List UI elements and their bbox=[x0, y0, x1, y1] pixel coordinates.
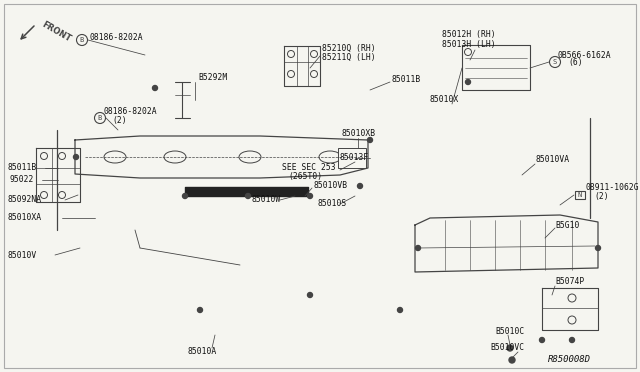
Text: B5292M: B5292M bbox=[198, 74, 227, 83]
Text: 95022: 95022 bbox=[10, 176, 35, 185]
Circle shape bbox=[358, 183, 362, 189]
Circle shape bbox=[507, 345, 513, 351]
Text: B: B bbox=[98, 115, 102, 121]
Text: 85010VB: 85010VB bbox=[314, 180, 348, 189]
Text: (6): (6) bbox=[568, 58, 582, 67]
Circle shape bbox=[198, 308, 202, 312]
Text: 85010VA: 85010VA bbox=[535, 155, 569, 164]
Circle shape bbox=[595, 246, 600, 250]
Text: 85011B: 85011B bbox=[392, 76, 421, 84]
Text: 0B566-6162A: 0B566-6162A bbox=[558, 51, 612, 60]
Circle shape bbox=[307, 292, 312, 298]
Text: (2): (2) bbox=[594, 192, 609, 202]
FancyBboxPatch shape bbox=[4, 4, 636, 368]
Circle shape bbox=[397, 308, 403, 312]
Text: 85012H (RH): 85012H (RH) bbox=[442, 31, 495, 39]
Circle shape bbox=[509, 357, 515, 363]
FancyBboxPatch shape bbox=[338, 148, 366, 168]
Circle shape bbox=[152, 86, 157, 90]
Text: 85010XB: 85010XB bbox=[342, 129, 376, 138]
Text: (265T0): (265T0) bbox=[288, 171, 322, 180]
Text: 85210Q (RH): 85210Q (RH) bbox=[322, 44, 376, 52]
Text: 85211Q (LH): 85211Q (LH) bbox=[322, 52, 376, 61]
Text: 85013F: 85013F bbox=[340, 154, 369, 163]
Text: R850008D: R850008D bbox=[548, 356, 591, 365]
Text: FRONT: FRONT bbox=[40, 20, 72, 44]
Text: 85010W: 85010W bbox=[252, 196, 281, 205]
Text: B5010VC: B5010VC bbox=[490, 343, 524, 353]
Circle shape bbox=[367, 138, 372, 142]
Text: 85010X: 85010X bbox=[430, 96, 460, 105]
Text: B5010C: B5010C bbox=[495, 327, 524, 337]
Text: S: S bbox=[553, 59, 557, 65]
Circle shape bbox=[465, 80, 470, 84]
Text: 85010A: 85010A bbox=[188, 347, 217, 356]
Text: N: N bbox=[578, 192, 582, 198]
Circle shape bbox=[307, 193, 312, 199]
Text: 85092NA: 85092NA bbox=[8, 196, 42, 205]
Text: 08911-1062G: 08911-1062G bbox=[585, 183, 639, 192]
Text: 85010S: 85010S bbox=[318, 199, 348, 208]
Text: 85010V: 85010V bbox=[8, 250, 37, 260]
Text: 08186-8202A: 08186-8202A bbox=[90, 32, 143, 42]
Text: B: B bbox=[80, 37, 84, 43]
Text: 85010XA: 85010XA bbox=[8, 214, 42, 222]
Text: 85011B: 85011B bbox=[8, 164, 37, 173]
Text: B5G10: B5G10 bbox=[555, 221, 579, 230]
FancyBboxPatch shape bbox=[575, 191, 585, 199]
Circle shape bbox=[246, 193, 250, 199]
Circle shape bbox=[570, 337, 575, 343]
Text: 08186-8202A: 08186-8202A bbox=[104, 108, 157, 116]
Circle shape bbox=[540, 337, 545, 343]
Text: (2): (2) bbox=[112, 115, 127, 125]
Circle shape bbox=[182, 193, 188, 199]
Text: B5074P: B5074P bbox=[555, 278, 584, 286]
Text: SEE SEC 253: SEE SEC 253 bbox=[282, 164, 335, 173]
Circle shape bbox=[415, 246, 420, 250]
Text: 85013H (LH): 85013H (LH) bbox=[442, 39, 495, 48]
Circle shape bbox=[74, 154, 79, 160]
